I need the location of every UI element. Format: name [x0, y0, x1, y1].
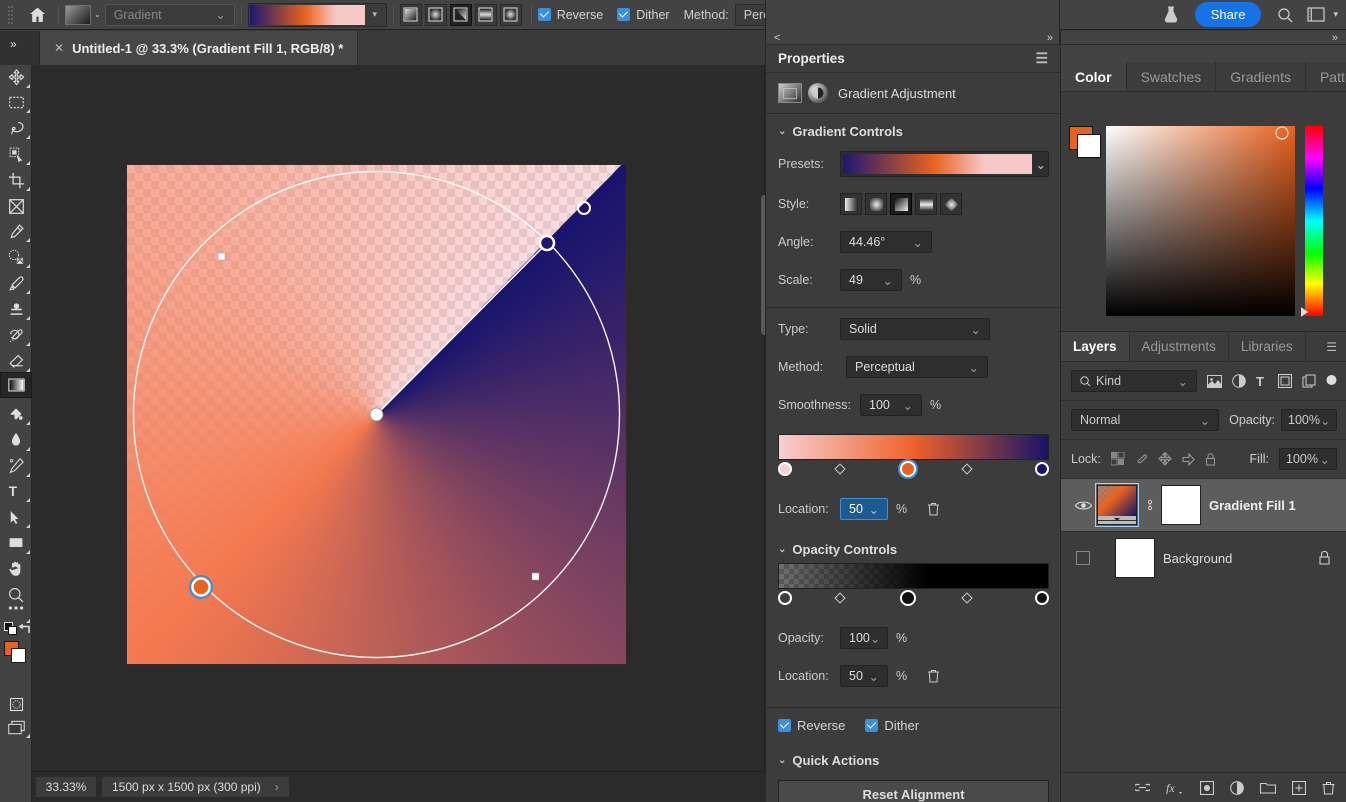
- svg-text:fx: fx: [1166, 781, 1175, 794]
- svg-text:T: T: [1256, 375, 1264, 388]
- svg-text:T: T: [9, 484, 18, 499]
